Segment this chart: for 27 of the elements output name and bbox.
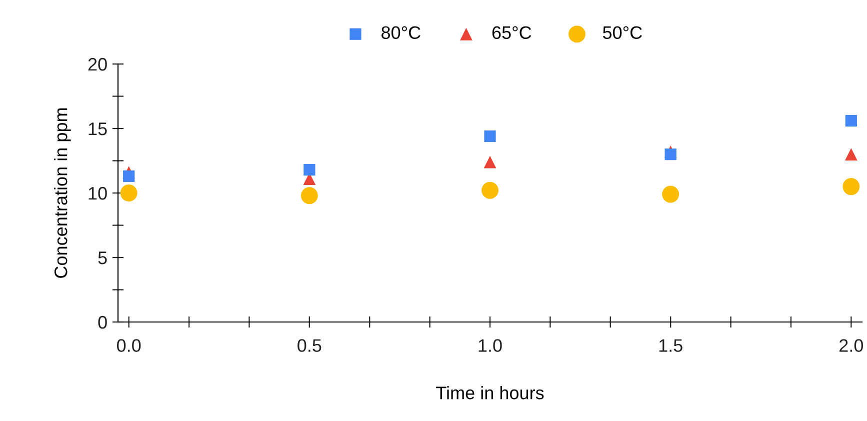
point: [484, 156, 496, 168]
point: [123, 170, 135, 182]
point: [662, 186, 680, 203]
point: [300, 187, 318, 204]
y-tick-label: 20: [88, 58, 107, 71]
x-tick-label: 1.0: [478, 339, 502, 352]
point: [304, 164, 316, 176]
legend-label: 80°C: [382, 26, 420, 40]
y-tick-label: 15: [88, 122, 107, 136]
x-tick-label: 0.5: [298, 339, 322, 352]
point: [664, 148, 676, 160]
y-tick-label: 0: [98, 316, 107, 329]
y-tick-label: 5: [98, 252, 107, 264]
legend-label: 65°C: [492, 26, 532, 40]
point: [120, 184, 138, 202]
y-tick-label: 10: [88, 186, 107, 200]
x-tick-label: 0.0: [116, 339, 141, 352]
point: [844, 148, 858, 161]
x-tick-label: 2.0: [840, 339, 864, 352]
point: [484, 130, 496, 142]
point: [845, 114, 857, 127]
x-axis-title: Time in hours: [436, 386, 544, 400]
legend-label: 50°C: [602, 26, 642, 40]
point: [842, 178, 860, 196]
y-axis-title: Concentration in ppm: [54, 108, 71, 278]
point: [481, 182, 499, 199]
x-tick-label: 1.5: [659, 339, 682, 352]
